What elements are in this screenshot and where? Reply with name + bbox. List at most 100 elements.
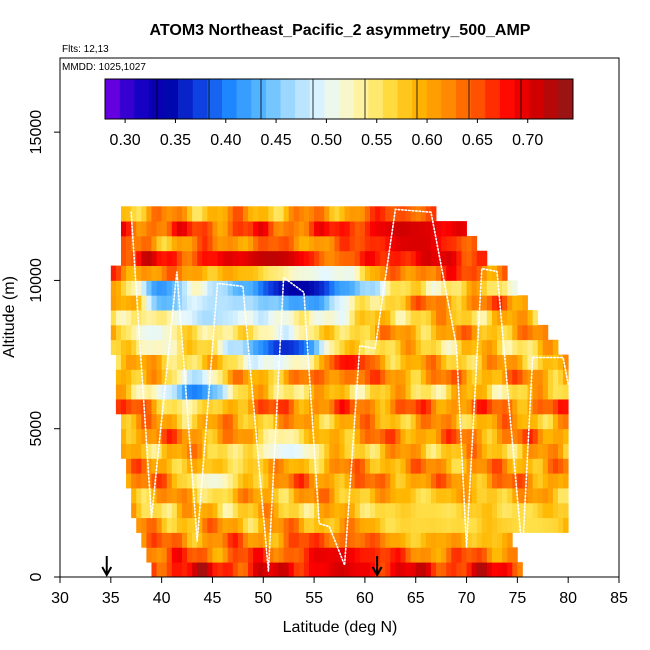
heat-cell — [390, 324, 396, 341]
heat-cell — [461, 250, 467, 266]
heat-cell — [253, 532, 259, 548]
heat-cell — [268, 206, 274, 222]
heat-cell — [466, 488, 473, 504]
heat-cell — [227, 280, 234, 296]
heat-cell — [380, 384, 386, 400]
heat-cell — [314, 295, 320, 311]
heat-cell — [369, 562, 376, 578]
heat-cell — [349, 295, 356, 311]
heat-cell — [339, 250, 345, 266]
heat-cell — [197, 235, 203, 252]
colorbar-swatch — [207, 79, 223, 119]
heat-cell — [466, 562, 473, 578]
heat-cell — [430, 502, 437, 519]
heat-cell — [212, 399, 218, 415]
heat-cell — [532, 339, 539, 355]
heat-cell — [471, 310, 478, 326]
heat-cell — [156, 384, 163, 400]
heat-cell — [344, 369, 351, 385]
heat-cell — [156, 354, 163, 370]
heat-cell — [425, 221, 432, 237]
heat-cell — [410, 473, 417, 489]
heat-cell — [212, 280, 218, 296]
heat-cell — [451, 280, 457, 296]
heat-cell — [476, 547, 483, 563]
heat-cell — [527, 324, 534, 341]
heat-cell — [369, 295, 376, 311]
colorbar-swatch — [178, 79, 194, 119]
heat-cell — [232, 339, 239, 355]
heat-cell — [156, 221, 163, 237]
heat-cell — [415, 473, 422, 489]
heat-cell — [303, 206, 310, 222]
heat-cell — [542, 354, 549, 370]
heat-cell — [471, 473, 478, 489]
heat-cell — [456, 250, 462, 266]
heat-cell — [334, 384, 340, 400]
heat-cell — [471, 532, 478, 548]
heat-cell — [283, 295, 290, 311]
heat-cell — [390, 221, 396, 237]
heat-cell — [319, 413, 325, 430]
heat-cell — [410, 250, 417, 266]
heat-cell — [237, 502, 244, 519]
heat-cell — [192, 443, 198, 459]
heat-cell — [156, 517, 163, 533]
flight-track — [130, 208, 570, 572]
heat-cell — [380, 502, 386, 519]
heat-cell — [242, 324, 249, 341]
heat-cell — [141, 339, 147, 355]
colorbar-swatch — [309, 79, 325, 119]
heat-cell — [349, 384, 356, 400]
heat-cell — [166, 532, 173, 548]
heat-cell — [507, 443, 513, 459]
heat-cell — [430, 428, 437, 444]
heat-cell — [115, 384, 122, 400]
x-tick-label: 60 — [356, 590, 374, 607]
heat-cell — [502, 443, 508, 459]
heat-cell — [410, 547, 417, 563]
heat-cell — [451, 235, 457, 252]
heat-cell — [309, 265, 315, 281]
heat-cell — [253, 295, 259, 311]
heat-cell — [481, 324, 488, 341]
heat-cell — [166, 428, 173, 444]
heat-cell — [400, 428, 406, 444]
heat-cell — [120, 443, 127, 459]
heat-cell — [232, 295, 239, 311]
heat-cell — [451, 517, 457, 533]
heat-cell — [364, 413, 371, 430]
heat-cell — [344, 206, 351, 222]
heat-cell — [237, 458, 244, 474]
heat-cell — [502, 488, 508, 504]
heat-cell — [187, 295, 193, 311]
heat-cell — [466, 517, 473, 533]
colorbar-swatch — [470, 79, 486, 119]
heat-cell — [344, 310, 351, 326]
heat-cell — [166, 295, 173, 311]
heat-cell — [314, 324, 320, 341]
heat-cell — [293, 206, 300, 222]
heat-cell — [263, 235, 269, 252]
heat-cell — [339, 488, 345, 504]
heat-cell — [263, 473, 269, 489]
heat-cell — [385, 280, 391, 296]
heat-cell — [217, 488, 224, 504]
heat-cell — [192, 310, 198, 326]
heat-cell — [466, 399, 473, 415]
heat-cell — [207, 428, 213, 444]
heat-cell — [192, 384, 198, 400]
heat-cell — [390, 399, 396, 415]
heat-cell — [537, 324, 544, 341]
heat-cell — [126, 473, 132, 489]
heat-cell — [141, 532, 147, 548]
heat-cell — [471, 250, 478, 266]
heat-cell — [344, 235, 351, 252]
heat-cell — [237, 206, 244, 222]
heat-cell — [187, 532, 193, 548]
heat-cell — [425, 562, 432, 578]
heat-cell — [415, 517, 422, 533]
heat-cell — [232, 280, 239, 296]
heat-cell — [212, 562, 218, 578]
heat-cell — [425, 399, 432, 415]
